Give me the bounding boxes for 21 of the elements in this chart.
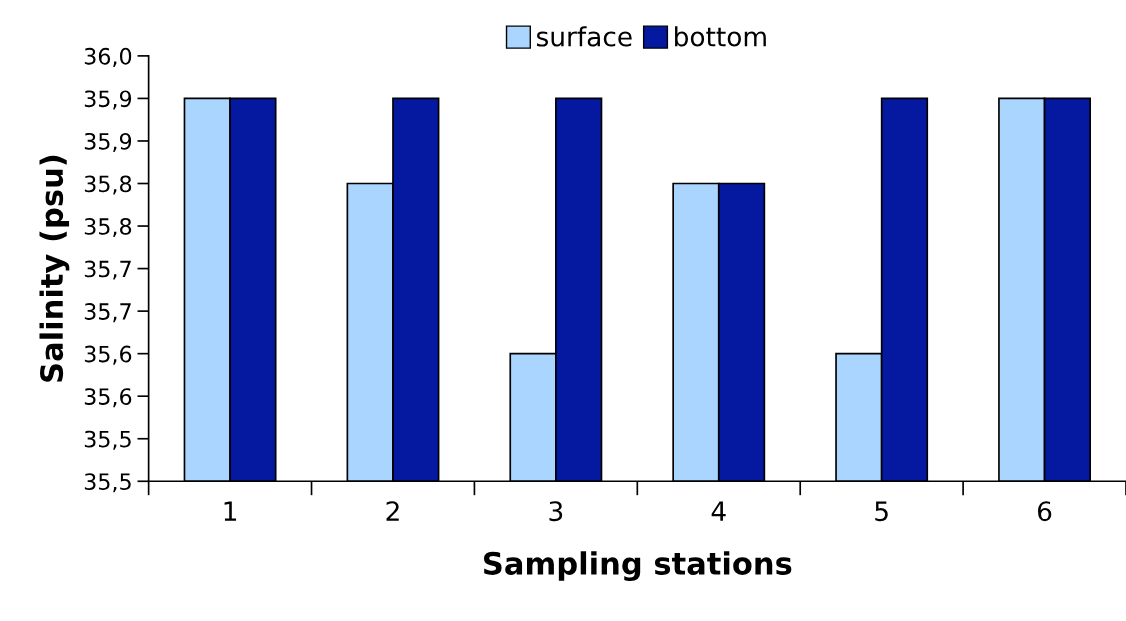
x-tick-label: 3	[549, 501, 563, 522]
y-tick-label: 35,5	[84, 473, 131, 493]
x-tick-label: 4	[711, 501, 726, 521]
y-tick-label: 35,7	[84, 260, 131, 280]
x-tick-label: 6	[1038, 501, 1052, 522]
y-axis-title: Salinity (psu)	[39, 155, 70, 382]
y-tick-label: 36,0	[84, 47, 132, 67]
y-tick-label: 35,6	[84, 345, 132, 365]
x-tick-label: 1	[224, 501, 237, 521]
x-tick-label: 5	[875, 501, 888, 522]
x-tick-label: 2	[386, 501, 399, 521]
legend-label: bottom	[675, 26, 766, 47]
y-tick-label: 35,9	[84, 132, 132, 152]
y-tick-label: 35,8	[84, 175, 132, 195]
y-tick-label: 35,8	[84, 217, 132, 238]
y-tick-label: 35,9	[84, 90, 132, 110]
y-tick-label: 35,6	[84, 388, 132, 408]
x-axis-title: Sampling stations	[484, 551, 792, 582]
legend-label: surface	[536, 26, 632, 47]
y-tick-label: 35,7	[84, 303, 131, 323]
y-tick-label: 35,5	[84, 430, 131, 450]
